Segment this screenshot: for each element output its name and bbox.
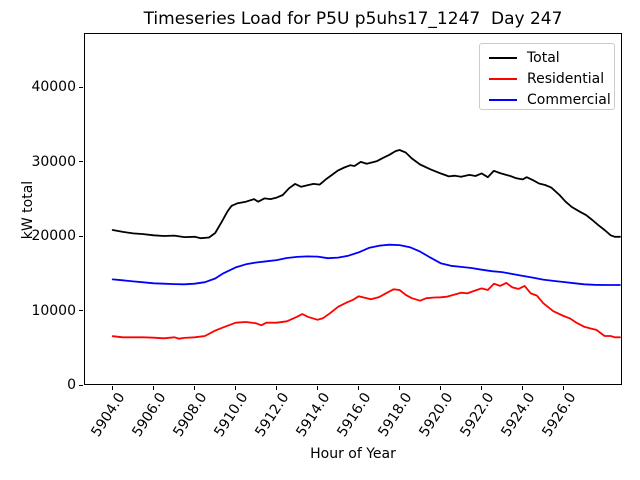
commercial-line bbox=[111, 243, 621, 286]
x-tick bbox=[563, 386, 565, 390]
axes-frame bbox=[84, 33, 622, 385]
x-tick-label: 5910.0 bbox=[211, 390, 252, 440]
x-tick-label: 5904.0 bbox=[88, 390, 129, 440]
x-tick-label: 5918.0 bbox=[374, 390, 416, 440]
y-tick bbox=[79, 86, 83, 88]
x-tick bbox=[440, 386, 442, 390]
legend-label-commercial: Commercial bbox=[527, 91, 611, 108]
x-tick bbox=[317, 386, 319, 390]
y-tick-label: 0 bbox=[67, 377, 76, 393]
x-tick-label: 5926.0 bbox=[538, 390, 580, 440]
y-tick-label: 20000 bbox=[31, 228, 76, 244]
plot-area bbox=[84, 33, 622, 385]
total-line-swatch bbox=[489, 56, 517, 59]
total-line bbox=[111, 149, 621, 240]
commercial-line-swatch bbox=[489, 98, 517, 101]
x-tick bbox=[276, 386, 278, 390]
legend-label-residential: Residential bbox=[527, 70, 605, 87]
y-tick bbox=[79, 235, 83, 237]
x-tick bbox=[522, 386, 524, 390]
x-tick-label: 5920.0 bbox=[415, 390, 457, 440]
legend-item-total: Total bbox=[489, 47, 614, 68]
legend-item-residential: Residential bbox=[489, 68, 614, 89]
y-tick-label: 30000 bbox=[31, 153, 76, 170]
x-tick bbox=[481, 386, 483, 390]
chart-title: Timeseries Load for P5U p5uhs17_1247 Day… bbox=[143, 9, 563, 29]
y-tick bbox=[79, 310, 83, 311]
x-tick bbox=[112, 386, 114, 390]
x-tick-label: 5922.0 bbox=[456, 390, 498, 440]
y-tick-label: 40000 bbox=[31, 79, 76, 95]
y-tick bbox=[79, 161, 83, 162]
x-axis-label: Hour of Year bbox=[310, 446, 396, 462]
y-tick-label: 10000 bbox=[31, 302, 76, 319]
y-tick bbox=[79, 384, 83, 386]
x-tick bbox=[194, 386, 196, 390]
legend: Total Residential Commercial bbox=[479, 43, 615, 110]
y-axis-label: kW total bbox=[20, 180, 36, 240]
x-tick bbox=[235, 386, 237, 390]
x-tick bbox=[153, 386, 155, 390]
x-tick-label: 5914.0 bbox=[292, 390, 334, 440]
x-tick bbox=[358, 386, 360, 390]
x-tick-label: 5924.0 bbox=[497, 390, 539, 440]
x-tick-label: 5908.0 bbox=[170, 390, 211, 440]
x-tick-label: 5912.0 bbox=[252, 390, 293, 440]
x-tick bbox=[399, 386, 401, 390]
legend-item-commercial: Commercial bbox=[489, 89, 614, 110]
x-tick-label: 5906.0 bbox=[129, 390, 170, 440]
x-tick-label: 5916.0 bbox=[333, 390, 375, 440]
residential-line-swatch bbox=[489, 77, 517, 80]
residential-line bbox=[111, 281, 621, 340]
legend-label-total: Total bbox=[527, 49, 560, 66]
